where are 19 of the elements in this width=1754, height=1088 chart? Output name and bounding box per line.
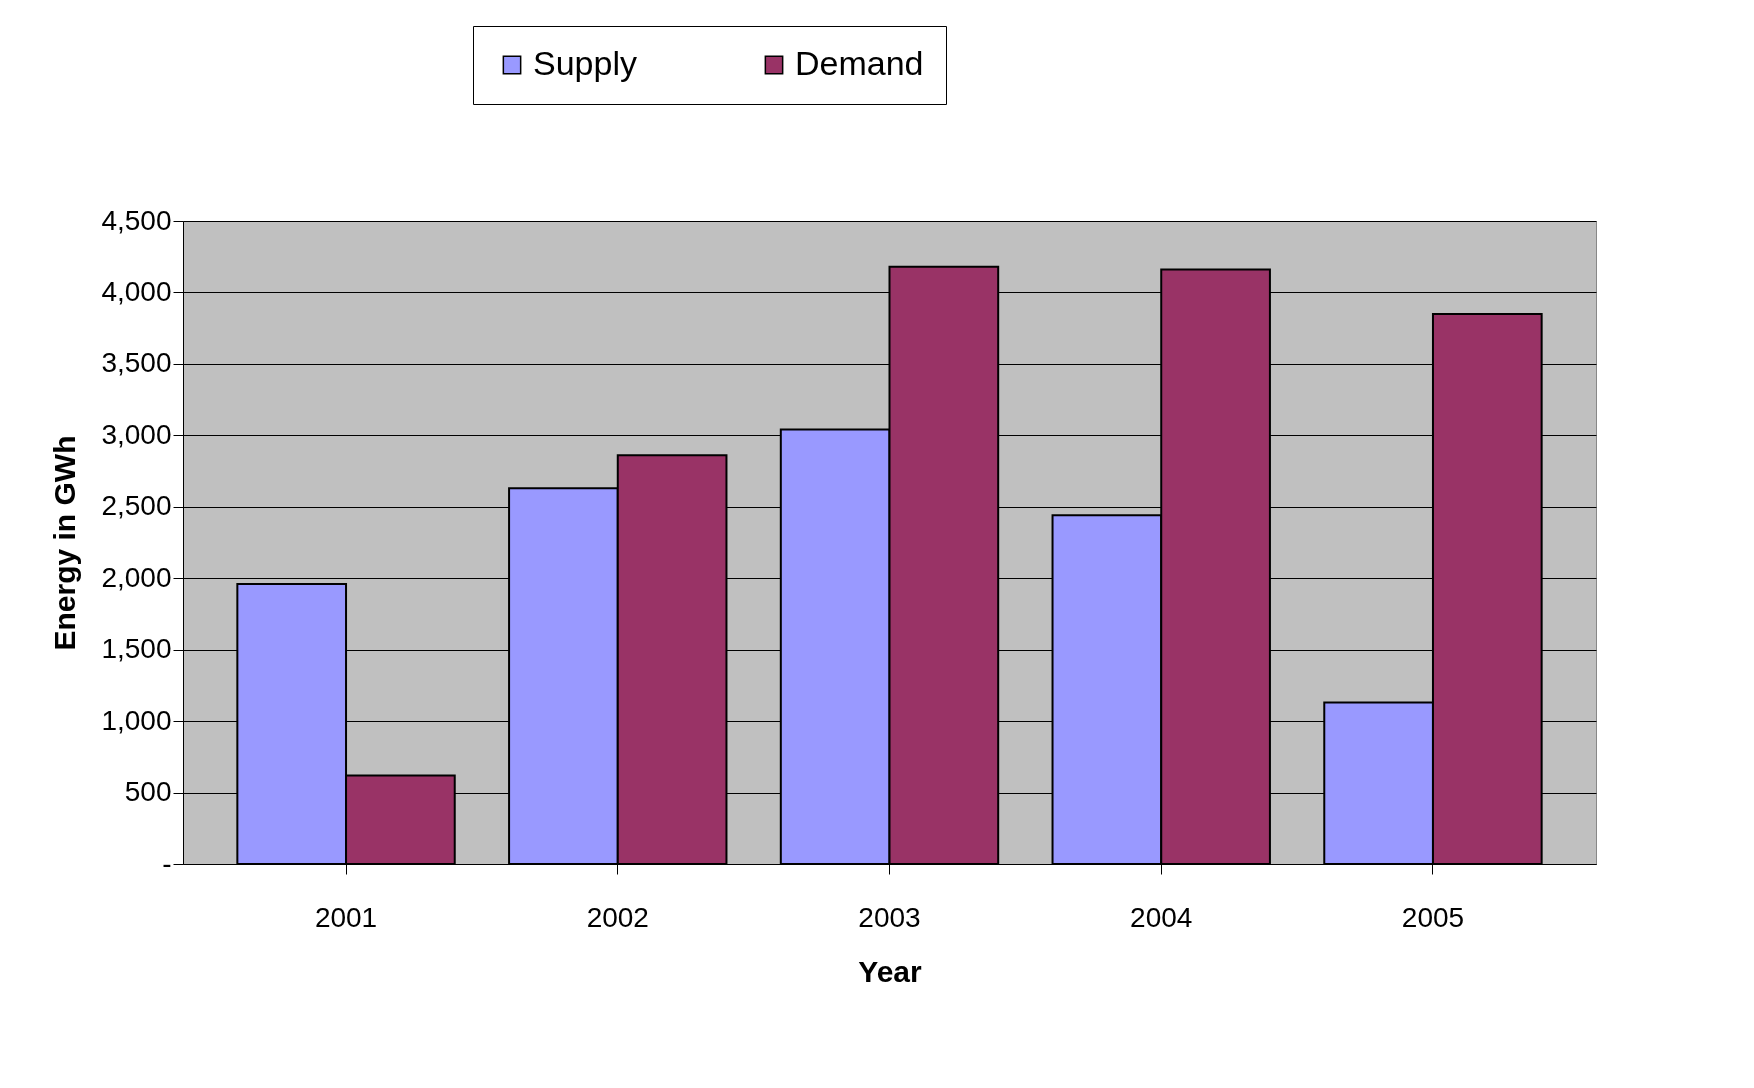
x-tick-label: 2003: [858, 901, 921, 933]
y-axis-title: Energy in GWh: [48, 435, 82, 651]
y-tick-label: 2,000: [101, 561, 172, 593]
y-tick-label: 4,500: [101, 204, 172, 236]
y-tick-label: -: [162, 847, 172, 879]
legend-label: Demand: [795, 44, 924, 82]
y-tick-label: 4,000: [101, 275, 172, 307]
legend-label: Supply: [533, 44, 637, 82]
y-tick-label: 3,000: [101, 418, 172, 450]
y-tick-label: 2,500: [101, 490, 172, 522]
x-axis-title: Year: [858, 954, 923, 988]
x-tick-label: 2002: [586, 901, 649, 933]
y-tick-label: 3,500: [101, 347, 172, 379]
y-tick-label: 1,000: [101, 704, 172, 736]
x-tick-label: 2001: [314, 901, 378, 933]
x-tick-label: 2004: [1130, 901, 1193, 933]
y-tick-label: 1,500: [101, 633, 172, 665]
x-tick-label: 2005: [1401, 901, 1465, 933]
y-tick-label: 500: [124, 776, 172, 808]
